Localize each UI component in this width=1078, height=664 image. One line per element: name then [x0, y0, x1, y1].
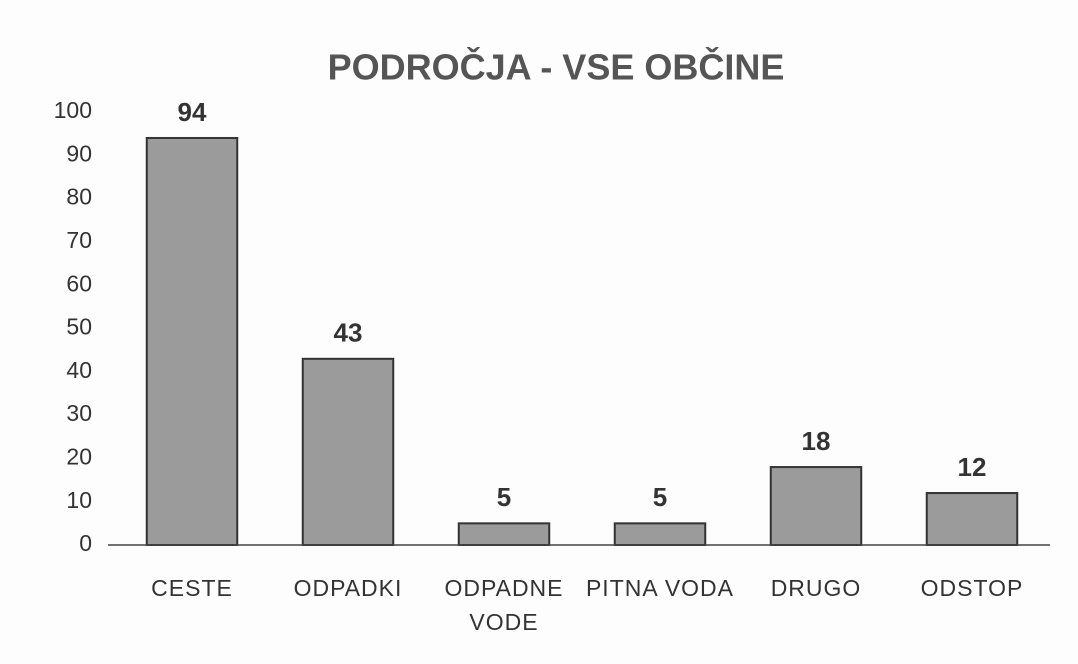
data-label: 12	[958, 452, 987, 482]
x-tick-label: ODSTOP	[920, 575, 1024, 601]
bar	[925, 492, 1019, 547]
bar	[769, 466, 863, 546]
x-tick-label: ODPADKI	[293, 575, 403, 601]
y-tick-label: 50	[66, 314, 92, 340]
y-tick-label: 10	[66, 487, 92, 513]
data-label: 5	[653, 482, 667, 512]
y-tick-label: 60	[66, 270, 92, 296]
y-tick-label: 40	[66, 357, 92, 383]
y-tick-label: 70	[66, 227, 92, 253]
y-tick-label: 0	[79, 530, 92, 556]
x-tick-label: ODPADNE VODE	[444, 575, 564, 635]
x-tick-label: DRUGO	[770, 575, 862, 601]
bar	[301, 357, 395, 546]
bar	[613, 522, 707, 546]
bar	[145, 136, 239, 546]
bar	[457, 522, 551, 546]
x-tick-label: PITNA VODA	[585, 575, 735, 601]
x-tick-label: CESTE	[151, 575, 233, 601]
y-tick-label: 80	[66, 184, 92, 210]
y-tick-label: 100	[54, 97, 92, 123]
data-label: 18	[802, 426, 831, 456]
y-tick-label: 30	[66, 400, 92, 426]
y-tick-label: 90	[66, 140, 92, 166]
data-label: 94	[178, 97, 207, 127]
y-tick-label: 20	[66, 443, 92, 469]
data-label: 43	[334, 318, 363, 348]
data-label: 5	[497, 482, 511, 512]
chart-title: PODROČJA - VSE OBČINE	[328, 46, 785, 88]
